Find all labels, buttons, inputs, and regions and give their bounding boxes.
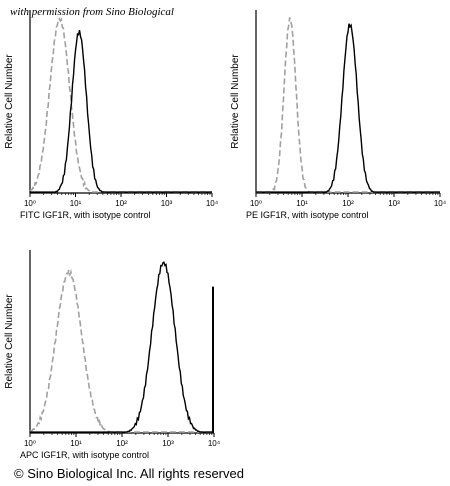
copyright-text: © Sino Biological Inc. All rights reserv… bbox=[14, 466, 244, 481]
x-tick-label: 10⁴ bbox=[208, 439, 221, 448]
x-tick-label: 10² bbox=[342, 199, 354, 208]
isotype-control-curve bbox=[256, 17, 440, 193]
axis-frame bbox=[29, 250, 214, 434]
x-tick-label: 10⁴ bbox=[434, 199, 447, 208]
y-axis-label: Relative Cell Number bbox=[4, 294, 15, 389]
x-tick-label: 10² bbox=[116, 439, 128, 448]
x-axis-label: APC IGF1R, with isotype control bbox=[20, 450, 149, 460]
y-axis-label: Relative Cell Number bbox=[230, 54, 241, 149]
x-tick-label: 10³ bbox=[388, 199, 400, 208]
x-axis-label: PE IGF1R, with isotype control bbox=[246, 210, 369, 220]
axis-frame bbox=[29, 10, 212, 194]
isotype-control-curve bbox=[29, 17, 212, 194]
igf1r-curve bbox=[30, 29, 212, 193]
histogram-pe: 10⁰ 10¹ 10² 10³ 10⁴ PE IGF1R, with isotype co… bbox=[230, 10, 447, 220]
x-tick-label: 10⁰ bbox=[250, 199, 262, 208]
igf1r-curve bbox=[30, 261, 214, 433]
watermark-text: with permission from Sino Biological bbox=[10, 6, 174, 18]
x-tick-label: 10¹ bbox=[296, 199, 308, 208]
y-axis-label: Relative Cell Number bbox=[4, 54, 15, 149]
x-tick-label: 10⁴ bbox=[206, 199, 219, 208]
x-tick-label: 10⁰ bbox=[24, 439, 36, 448]
igf1r-curve bbox=[256, 23, 440, 193]
x-tick-label: 10² bbox=[115, 199, 127, 208]
histogram-fitc: 10⁰ 10¹ 10² 10³ 10⁴ FITC IGF1R, with isotype … bbox=[4, 10, 219, 220]
x-tick-label: 10¹ bbox=[70, 439, 82, 448]
histogram-apc: 10⁰ 10¹ 10² 10³ 10⁴ APC IGF1R, with isotype c… bbox=[4, 250, 221, 460]
x-tick-label: 10³ bbox=[162, 439, 174, 448]
x-tick-label: 10³ bbox=[161, 199, 173, 208]
x-tick-label: 10¹ bbox=[70, 199, 82, 208]
x-axis-label: FITC IGF1R, with isotype control bbox=[20, 210, 151, 220]
x-tick-label: 10⁰ bbox=[24, 199, 36, 208]
isotype-control-curve bbox=[29, 268, 214, 433]
